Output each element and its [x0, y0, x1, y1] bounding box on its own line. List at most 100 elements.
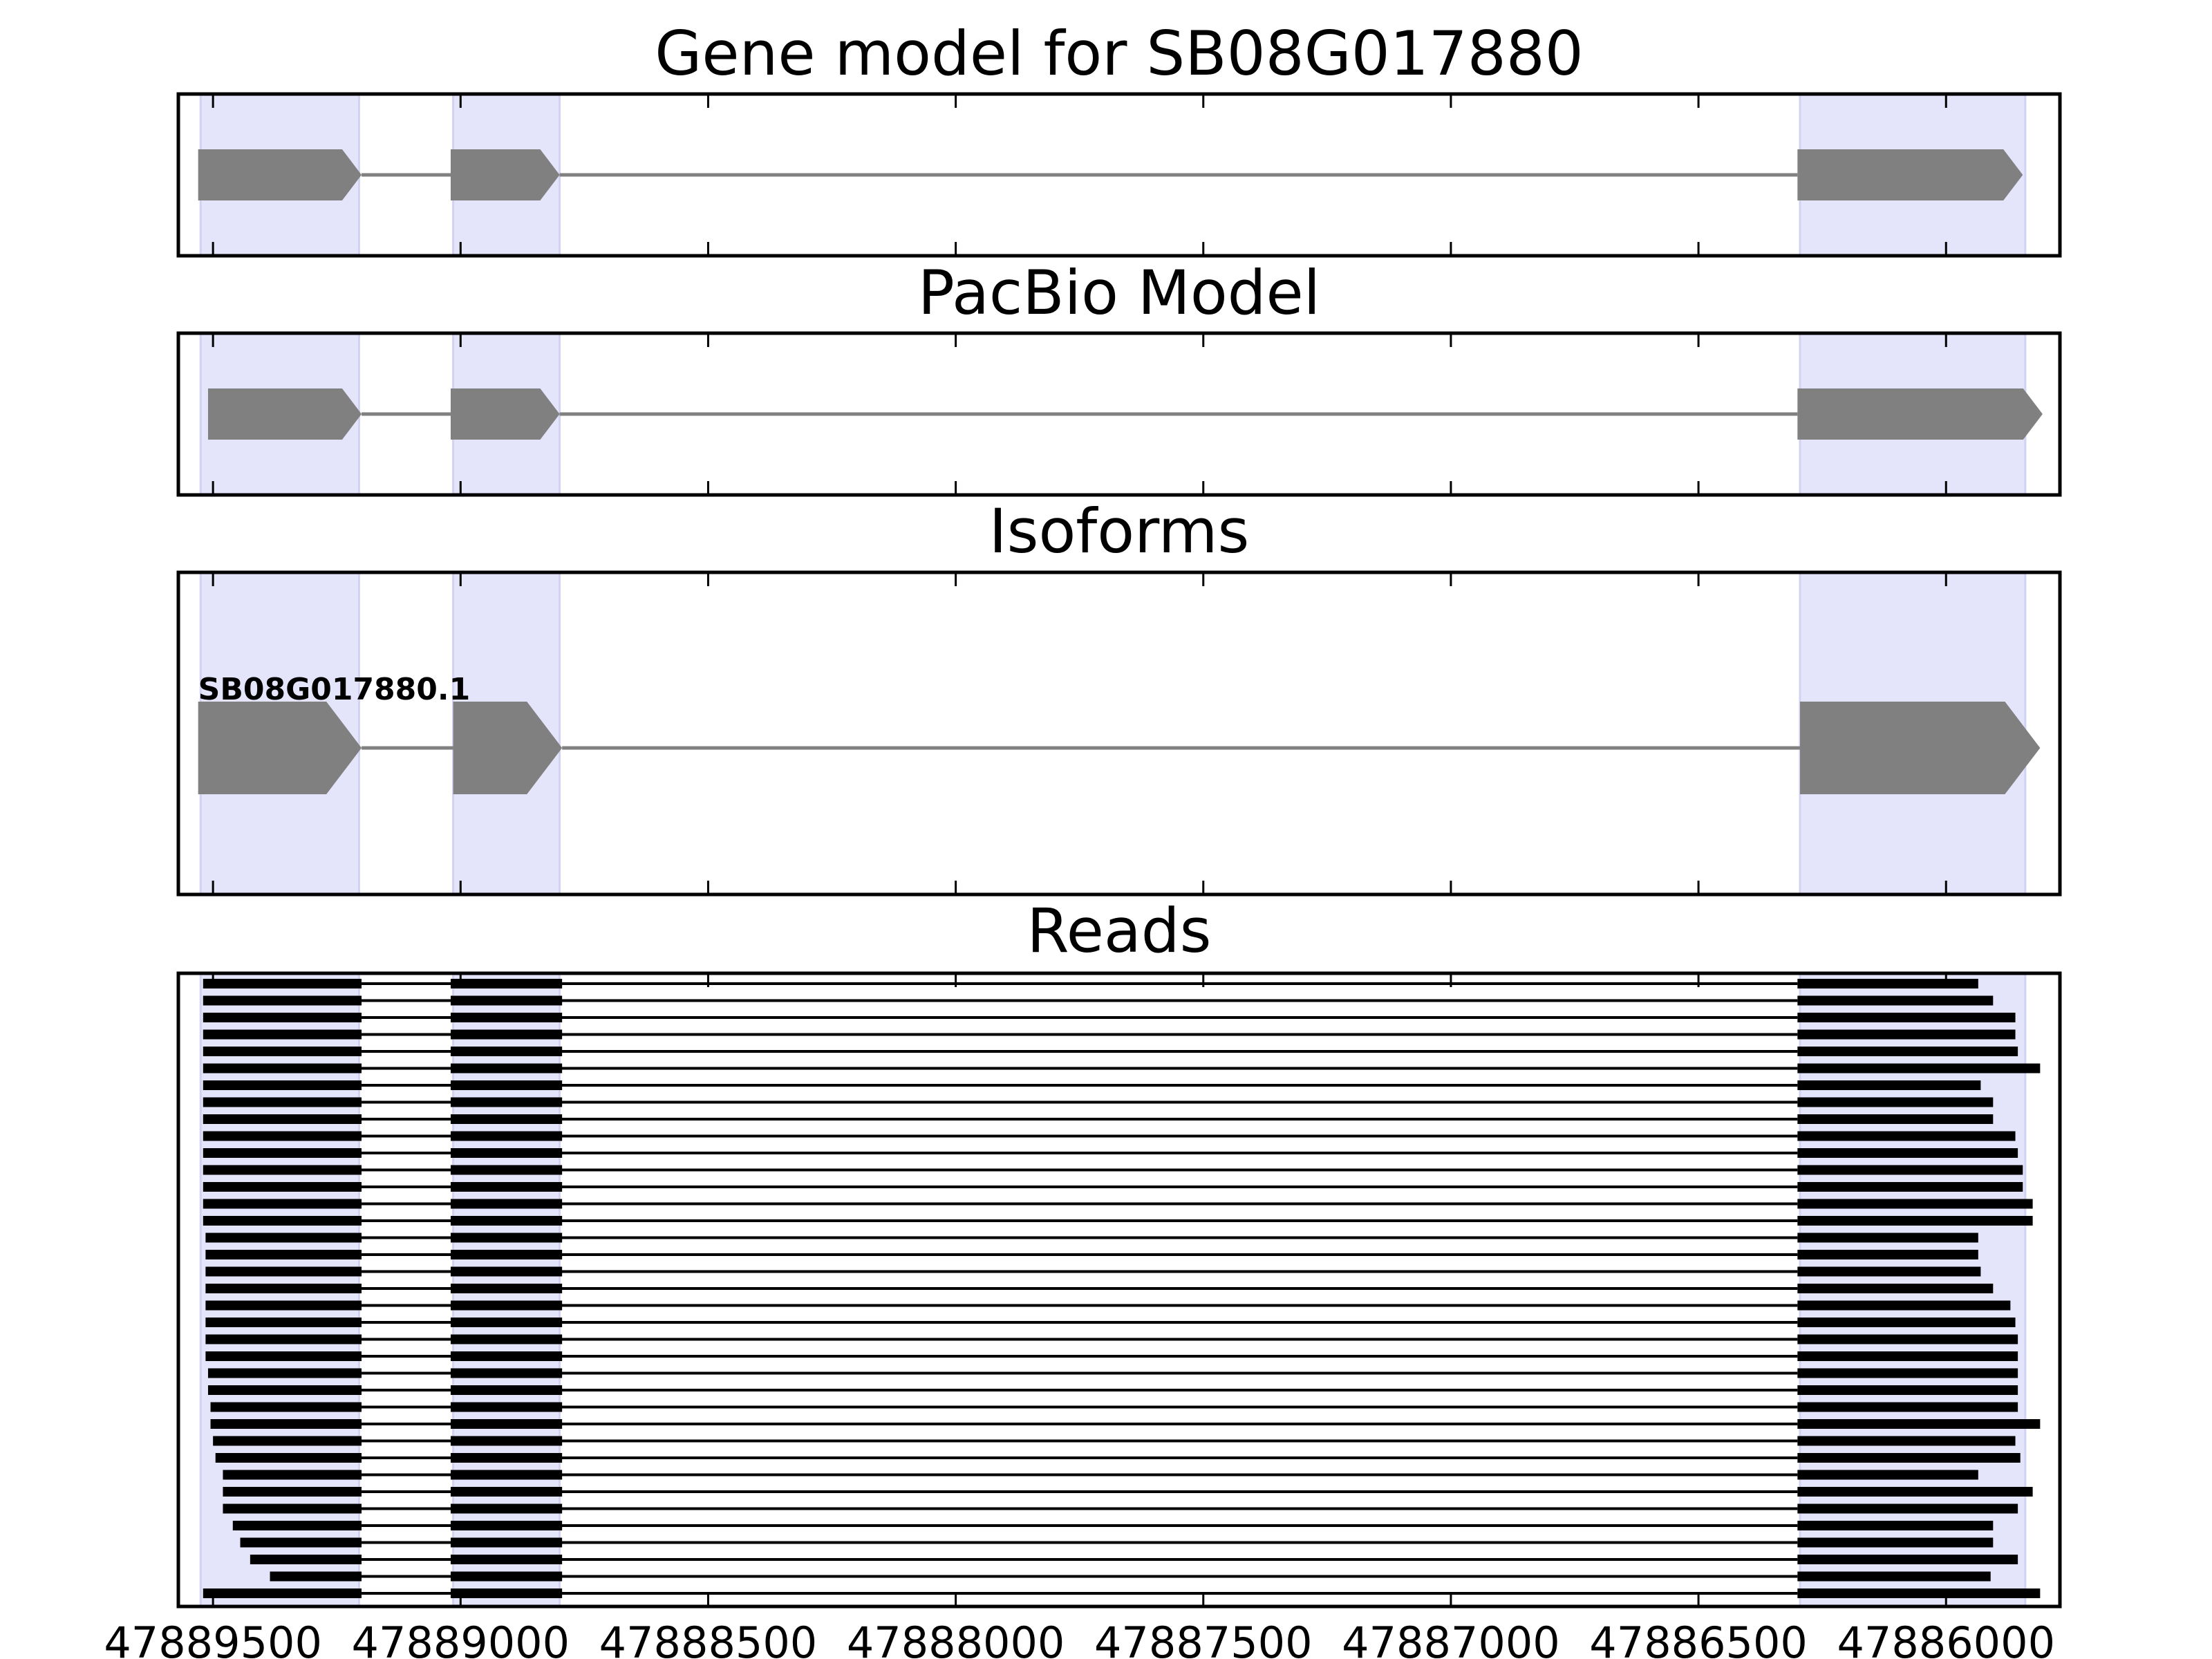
read-exon-1: [210, 1419, 362, 1429]
exon-3: [1797, 149, 2023, 200]
read-exon-2: [450, 1131, 563, 1141]
read-14: [203, 1199, 2033, 1209]
read-exon-2: [450, 1063, 563, 1074]
read-exon-1: [203, 1114, 362, 1124]
read-exon-3: [1797, 1250, 1978, 1259]
read-exon-1: [203, 1080, 362, 1090]
read-exon-1: [223, 1470, 362, 1480]
read-29: [215, 1453, 2021, 1463]
read-exon-1: [210, 1402, 362, 1412]
read-10: [203, 1131, 2016, 1141]
read-exon-3: [1797, 1571, 1991, 1582]
read-exon-1: [205, 1232, 362, 1243]
read-exon-1: [270, 1571, 362, 1582]
pacbio-model-title: PacBio Model: [918, 257, 1320, 328]
read-exon-1: [203, 1013, 362, 1022]
read-exon-2: [450, 1571, 563, 1582]
read-exon-2: [450, 1368, 563, 1378]
x-tick-label: 47887500: [1094, 1618, 1313, 1659]
read-exon-2: [450, 1453, 563, 1463]
read-exon-2: [450, 995, 563, 1006]
read-exon-3: [1797, 1232, 1978, 1243]
read-exon-1: [203, 979, 362, 988]
read-exon-2: [450, 1588, 563, 1598]
read-27: [210, 1419, 2041, 1429]
read-34: [240, 1537, 1994, 1548]
read-exon-1: [207, 1385, 362, 1395]
read-exon-3: [1797, 1080, 1981, 1090]
exon-3: [1797, 388, 2043, 440]
read-3: [203, 1013, 2016, 1022]
x-tick-label: 47886500: [1589, 1618, 1808, 1659]
read-exon-2: [450, 1555, 563, 1564]
read-exon-2: [450, 1470, 563, 1480]
read-9: [203, 1114, 1994, 1124]
x-axis-tick-labels: 47889500 47889000 47888500 47888000 47887500…: [104, 1618, 2055, 1659]
read-exon-1: [223, 1503, 362, 1514]
read-exon-1: [203, 1148, 362, 1158]
read-exon-2: [450, 1334, 563, 1344]
read-25: [207, 1385, 2018, 1395]
read-exon-3: [1797, 1148, 2018, 1158]
exon-3: [1799, 702, 2041, 794]
read-exon-1: [207, 1368, 362, 1378]
read-exon-3: [1797, 1216, 2033, 1226]
read-exon-1: [203, 1063, 362, 1074]
read-exon-1: [205, 1351, 362, 1361]
read-23: [205, 1351, 2018, 1361]
read-exon-1: [203, 1029, 362, 1040]
read-20: [205, 1300, 2011, 1311]
read-exon-3: [1797, 1521, 1994, 1530]
read-exon-1: [240, 1537, 362, 1548]
read-21: [205, 1318, 2016, 1327]
read-exon-3: [1797, 1487, 2033, 1497]
exon-1: [198, 702, 362, 794]
read-35: [250, 1555, 2018, 1564]
read-26: [210, 1402, 2018, 1412]
read-exon-2: [450, 1080, 563, 1090]
read-exon-1: [205, 1250, 362, 1259]
pacbio-model-panel: PacBio Model: [176, 257, 2062, 497]
read-exon-3: [1797, 1334, 2018, 1344]
x-tick-label: 47889000: [352, 1618, 570, 1659]
read-exon-1: [203, 1588, 362, 1598]
read-exon-3: [1797, 1588, 2041, 1598]
read-exon-2: [450, 1503, 563, 1514]
read-exon-1: [203, 1097, 362, 1107]
read-exon-3: [1797, 1555, 2018, 1564]
read-exon-2: [450, 1402, 563, 1412]
read-exon-3: [1797, 1097, 1994, 1107]
read-6: [203, 1063, 2041, 1074]
read-exon-2: [450, 1521, 563, 1530]
read-exon-2: [450, 1047, 563, 1056]
isoforms-panel: Isoforms SB08G017880.1: [176, 496, 2062, 897]
read-exon-1: [205, 1284, 362, 1293]
read-exon-2: [450, 1013, 563, 1022]
read-22: [205, 1334, 2018, 1344]
pacbio-model-track: [199, 332, 2043, 496]
read-exon-2: [450, 1097, 563, 1107]
exon-2: [450, 149, 560, 200]
read-exon-3: [1797, 1029, 2016, 1040]
read-exon-3: [1797, 1351, 2018, 1361]
read-exon-1: [203, 1047, 362, 1056]
read-exon-3: [1797, 1300, 2011, 1311]
read-15: [203, 1216, 2033, 1226]
gene-model-panel: Gene model for SB08G017880: [176, 18, 2062, 258]
read-exon-2: [450, 1266, 563, 1277]
isoforms-title: Isoforms: [989, 496, 1250, 567]
read-13: [203, 1182, 2023, 1192]
read-exon-1: [215, 1453, 362, 1463]
read-exon-3: [1797, 1182, 2023, 1192]
reads-track: [199, 972, 2041, 1608]
read-exon-3: [1797, 1165, 2023, 1175]
read-12: [203, 1165, 2023, 1175]
x-tick-label: 47889500: [104, 1618, 322, 1659]
read-exon-1: [203, 1131, 362, 1141]
exon-1: [207, 388, 362, 440]
read-exon-2: [450, 1148, 563, 1158]
exon-1: [198, 149, 362, 200]
read-17: [205, 1250, 1978, 1259]
read-exon-3: [1797, 1114, 1994, 1124]
read-exon-3: [1797, 1266, 1981, 1277]
